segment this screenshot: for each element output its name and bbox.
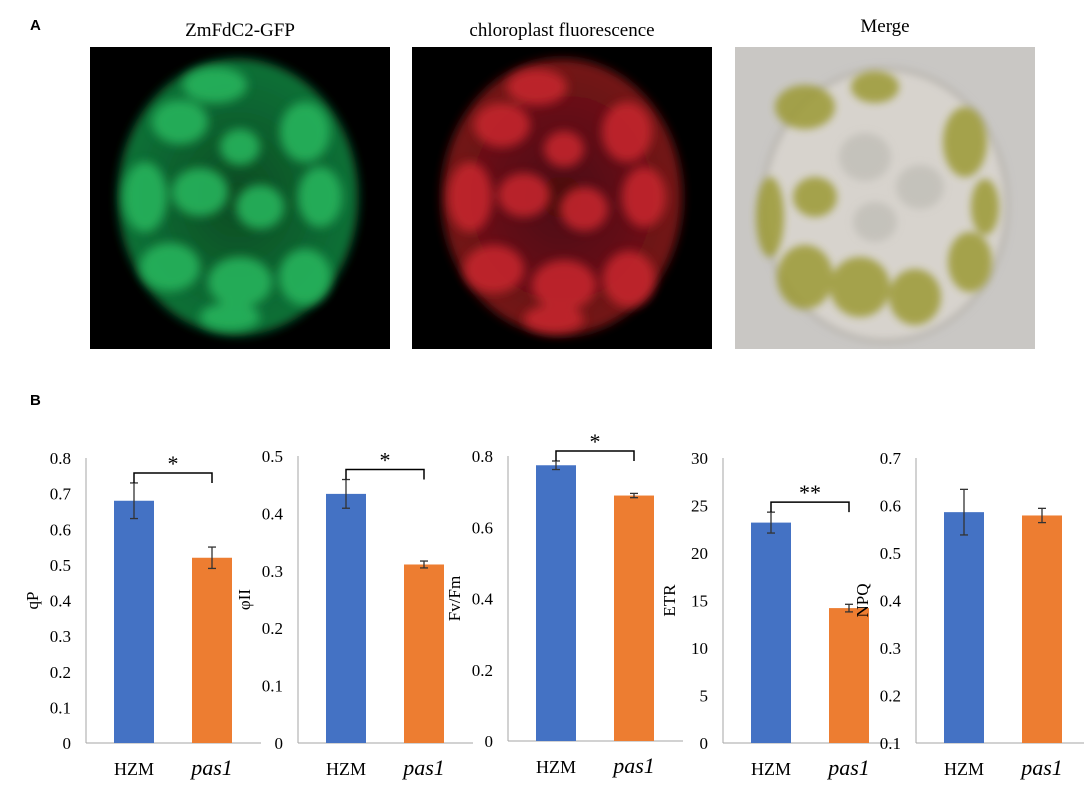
merge-micrograph — [735, 47, 1035, 349]
significance-marker: * — [380, 448, 391, 473]
y-tick-label: 15 — [691, 592, 708, 611]
y-tick-label: 0.3 — [880, 639, 901, 658]
category-label: pas1 — [401, 755, 445, 780]
bar — [114, 500, 154, 743]
y-tick-label: 0.4 — [880, 592, 902, 611]
y-tick-label: 30 — [691, 449, 708, 468]
bar — [326, 493, 366, 743]
y-tick-label: 0.2 — [50, 663, 71, 682]
y-tick-label: 0.5 — [880, 544, 901, 563]
y-tick-label: 20 — [691, 544, 708, 563]
y-tick-label: 0.6 — [472, 518, 493, 537]
y-tick-label: 0.7 — [880, 449, 902, 468]
significance-bracket — [770, 501, 850, 513]
y-tick-label: 0 — [275, 734, 284, 753]
chloroplast-image-title: chloroplast fluorescence — [469, 20, 655, 41]
merge-image-title: Merge — [860, 16, 910, 37]
y-axis-label: φII — [235, 589, 254, 610]
category-label: HZM — [751, 759, 791, 779]
bar — [944, 512, 984, 743]
y-tick-label: 0.5 — [50, 556, 71, 575]
y-tick-label: 0.8 — [50, 449, 71, 468]
significance-marker: * — [590, 429, 601, 454]
bar — [829, 608, 869, 743]
significance-bracket — [555, 450, 635, 461]
y-tick-label: 0.1 — [262, 677, 283, 696]
category-label: pas1 — [611, 753, 655, 778]
y-tick-label: 0.1 — [880, 734, 901, 753]
category-label: HZM — [944, 759, 984, 779]
y-tick-label: 0 — [63, 734, 72, 753]
y-tick-label: 0.3 — [50, 627, 71, 646]
category-label: pas1 — [1019, 755, 1063, 780]
y-tick-label: 25 — [691, 497, 708, 516]
y-axis-label: ETR — [660, 584, 679, 617]
significance-bracket — [133, 472, 213, 483]
y-tick-label: 0.2 — [472, 661, 493, 680]
bar — [751, 522, 791, 743]
y-tick-label: 0.4 — [50, 592, 72, 611]
y-tick-label: 5 — [700, 687, 709, 706]
y-tick-label: 0.1 — [50, 698, 71, 717]
y-tick-label: 10 — [691, 639, 708, 658]
y-tick-label: 0 — [700, 734, 709, 753]
bar — [192, 557, 232, 743]
significance-bracket — [345, 468, 425, 480]
y-axis-label: NPQ — [853, 583, 872, 617]
gfp-image-title: ZmFdC2-GFP — [185, 20, 295, 41]
category-label: pas1 — [826, 755, 870, 780]
gfp-micrograph — [90, 47, 390, 349]
y-tick-label: 0.4 — [472, 590, 494, 609]
category-label: pas1 — [189, 755, 233, 780]
category-label: HZM — [326, 759, 366, 779]
bar — [1022, 515, 1062, 743]
panel-b-label: B — [30, 392, 41, 409]
category-label: HZM — [536, 757, 576, 777]
y-tick-label: 0.8 — [472, 447, 493, 466]
y-tick-label: 0.2 — [880, 687, 901, 706]
y-tick-label: 0.2 — [262, 619, 283, 638]
y-tick-label: 0.5 — [262, 447, 283, 466]
y-tick-label: 0.6 — [50, 520, 71, 539]
category-label: HZM — [114, 759, 154, 779]
y-tick-label: 0.4 — [262, 504, 284, 523]
y-axis-label: qP — [23, 592, 42, 610]
y-tick-label: 0 — [485, 732, 494, 751]
chloroplast-micrograph — [412, 47, 712, 349]
y-tick-label: 0.7 — [50, 485, 72, 504]
bar — [614, 495, 654, 741]
bar — [404, 564, 444, 743]
panel-a-label: A — [30, 17, 41, 34]
significance-marker: * — [168, 451, 179, 476]
y-tick-label: 0.6 — [880, 497, 901, 516]
y-tick-label: 0.3 — [262, 562, 283, 581]
bar — [536, 465, 576, 741]
y-axis-label: Fv/Fm — [445, 576, 464, 621]
significance-marker: ** — [799, 480, 821, 505]
